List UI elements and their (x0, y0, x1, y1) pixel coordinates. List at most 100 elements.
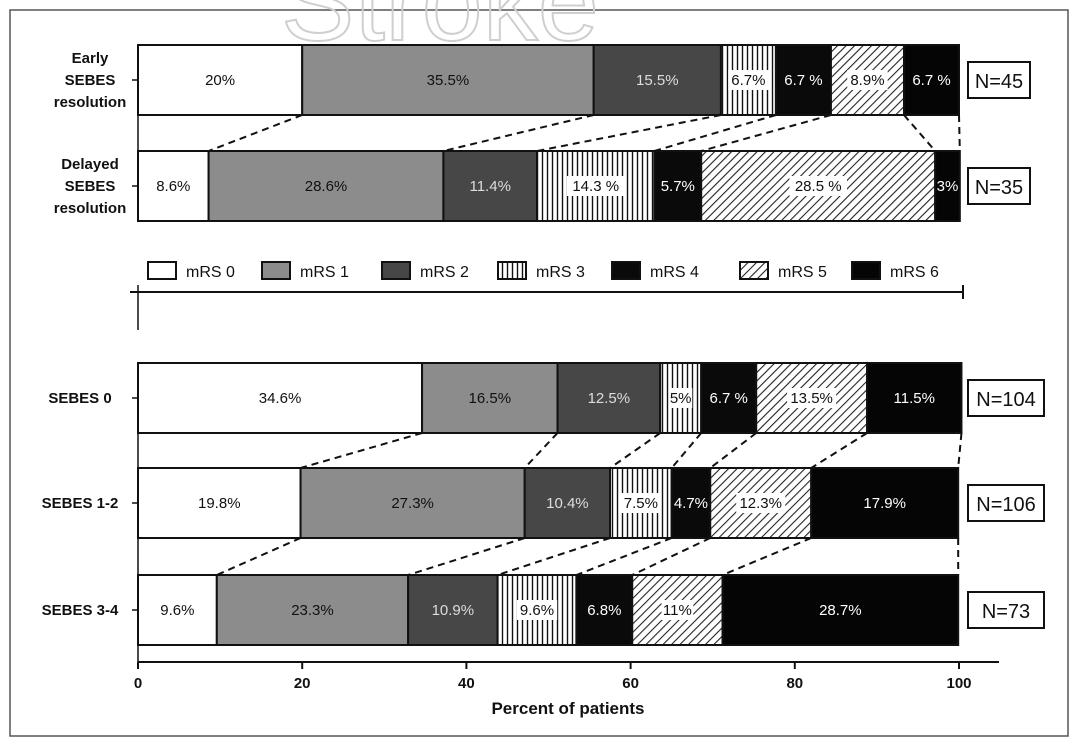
legend-item-mrs1: mRS 1 (261, 261, 349, 281)
n-count: N=35 (975, 177, 1023, 199)
legend-item-mrs2: mRS 2 (381, 261, 469, 281)
bar-segment-mrs5 (631, 574, 724, 646)
category-label: SEBES 3-4 (42, 602, 119, 619)
bar-segment-mrs0 (137, 574, 218, 646)
data-label: 12.5% (588, 390, 631, 407)
legend-item-mrs3: mRS 3 (497, 261, 585, 281)
bar-row: 9.6% 23.3% 10.9% 9.6% 6.8% 11% 28.7% SEBES 3-4 N… (42, 574, 1045, 646)
data-label-box (661, 600, 694, 620)
data-label: 14.3 % (572, 178, 619, 195)
legend-swatch (851, 261, 881, 280)
data-label: 11.5% (894, 390, 935, 407)
data-label-box (620, 493, 662, 513)
legend-label: mRS 6 (890, 264, 939, 281)
data-label: 9.6% (160, 602, 194, 619)
bar-segment-mrs2 (442, 150, 539, 222)
data-label: 7.5% (624, 495, 658, 512)
connector-line (208, 114, 303, 152)
bar-segment-mrs3 (496, 574, 578, 646)
legend-label: mRS 1 (300, 264, 349, 281)
data-label: 27.3% (391, 495, 434, 512)
bar-segment-mrs6 (902, 44, 960, 116)
group-resolution: 20% 35.5% 15.5% 6.7% 6.7 % 8.9% 6.7 % Early SEBE… (54, 44, 1031, 222)
bar-segment-mrs4 (653, 150, 703, 222)
bar-segment-mrs2 (556, 362, 662, 434)
category-label: SEBES 0 (48, 390, 111, 407)
data-label: 5.7% (661, 178, 695, 195)
x-axis-title: Percent of patients (491, 699, 644, 718)
data-label-box (566, 176, 625, 196)
connector-line (443, 114, 594, 152)
n-count: N=104 (976, 389, 1036, 411)
x-tick-label: 80 (786, 675, 803, 692)
bar-segment-mrs6 (866, 362, 963, 434)
bar-segment-mrs6 (934, 150, 961, 222)
connector-line (722, 537, 812, 576)
data-label: 6.7 % (912, 72, 950, 89)
legend-label: mRS 2 (420, 264, 469, 281)
legend-label: mRS 0 (186, 264, 235, 281)
bar-row: 8.6% 28.6% 11.4% 14.3 % 5.7% 28.5 % 3% Delayed S… (54, 150, 1031, 222)
legend-item-mrs5: mRS 5 (739, 261, 827, 281)
connector-line (903, 114, 936, 152)
data-label: 6.7 % (710, 390, 748, 407)
data-label: 11% (663, 602, 692, 619)
data-label: 23.3% (291, 602, 334, 619)
category-label: Delayed SEBES resolution (54, 156, 127, 217)
n-count: N=45 (975, 71, 1023, 93)
connector-line (631, 537, 711, 576)
bar-segment-mrs2 (523, 467, 612, 539)
bar-segment-mrs3 (536, 150, 656, 222)
data-label: 28.6% (305, 178, 348, 195)
connector-line (216, 537, 301, 576)
data-label: 10.9% (432, 602, 475, 619)
data-label: 11.4% (469, 178, 510, 195)
legend-swatch (739, 261, 769, 280)
bar-segment-mrs6 (810, 467, 960, 539)
data-label: 8.6% (156, 178, 190, 195)
data-label: 10.4% (546, 495, 589, 512)
bar-segment-mrs2 (407, 574, 499, 646)
bar-segment-mrs4 (575, 574, 634, 646)
connector-line (523, 432, 559, 469)
legend-swatch (611, 261, 641, 280)
data-label-box (669, 388, 693, 408)
group-sebes: 34.6% 16.5% 12.5% 5% 6.7 % 13.5% 11.5% SEBES 0 N… (42, 362, 1045, 646)
connector-line (609, 432, 661, 469)
n-count-box (967, 167, 1031, 205)
n-count-box (967, 379, 1045, 417)
bar-segment-mrs4 (774, 44, 832, 116)
n-count-box (967, 591, 1045, 629)
connector-line (958, 114, 961, 152)
x-axis: 0 20 40 60 80 100 (134, 661, 999, 692)
connector-line (536, 114, 722, 152)
n-count-box (967, 484, 1045, 522)
bar-segment-mrs0 (137, 467, 302, 539)
bar-segment-mrs1 (301, 44, 595, 116)
legend-swatch (147, 261, 177, 280)
data-label-box (728, 70, 769, 90)
connector-line (407, 537, 525, 576)
data-label: 4.7% (674, 495, 708, 512)
legend-label: mRS 4 (650, 264, 699, 281)
bar-segment-mrs0 (137, 362, 424, 434)
n-count: N=106 (976, 494, 1036, 516)
connector-line (576, 537, 673, 576)
data-label: 13.5% (790, 390, 833, 407)
bar-segment-mrs1 (421, 362, 559, 434)
plot-area: 20% 35.5% 15.5% 6.7% 6.7 % 8.9% 6.7 % Early SEBE… (42, 44, 1045, 662)
data-label: 5% (670, 390, 692, 407)
connector-line (709, 432, 757, 469)
x-tick-label: 100 (946, 675, 971, 692)
bar-row: 34.6% 16.5% 12.5% 5% 6.7 % 13.5% 11.5% SEBES 0 N… (48, 362, 1045, 434)
legend-swatch (261, 261, 291, 280)
category-label: SEBES 1-2 (42, 495, 119, 512)
legend-label: mRS 5 (778, 264, 827, 281)
legend-item-mrs0: mRS 0 (147, 261, 235, 281)
x-tick-label: 0 (134, 675, 142, 692)
data-label: 6.7 % (784, 72, 822, 89)
data-label: 28.7% (819, 602, 862, 619)
data-label: 20% (205, 72, 235, 89)
data-label-box (847, 70, 888, 90)
x-tick-label: 60 (622, 675, 639, 692)
